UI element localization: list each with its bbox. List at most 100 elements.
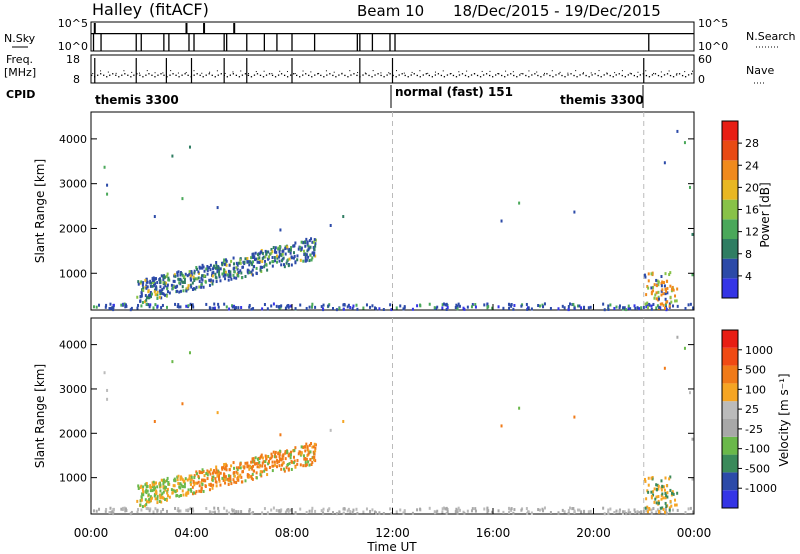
- velocity-cell: [139, 503, 142, 507]
- power-cell: [272, 260, 275, 264]
- freq-point: [618, 73, 620, 75]
- velocity-cell: [362, 510, 365, 514]
- nave-point: [505, 70, 507, 72]
- velocity-cell: [402, 511, 405, 515]
- velocity-cell: [284, 450, 287, 454]
- velocity-cell: [349, 510, 352, 514]
- power-cell: [278, 305, 281, 309]
- power-cell: [195, 285, 198, 289]
- velocity-cell: [674, 503, 677, 507]
- velocity-cell: [195, 470, 198, 474]
- power-cell: [309, 245, 312, 249]
- velocity-cell: [212, 510, 215, 514]
- power-cell: [226, 273, 229, 277]
- power-cell: [286, 258, 289, 262]
- velocity-cell: [283, 469, 286, 473]
- power-cell: [237, 306, 240, 310]
- velocity-cell: [456, 509, 459, 513]
- power-cell: [263, 265, 266, 269]
- velocity-cell: [145, 482, 148, 486]
- power-cell: [647, 279, 650, 283]
- power-cell: [233, 262, 236, 266]
- freq-point: [449, 73, 452, 75]
- velocity-cell: [510, 508, 513, 512]
- nave-point: [357, 72, 359, 74]
- power-cell: [456, 305, 459, 309]
- power-cell: [248, 271, 251, 275]
- velocity-cell: [149, 507, 152, 511]
- power-cell: [248, 305, 251, 309]
- power-cell: [258, 260, 261, 264]
- nave-point: [637, 71, 639, 73]
- velocity-cell: [186, 478, 189, 482]
- power-cell: [143, 300, 146, 304]
- velocity-cell: [278, 464, 281, 468]
- power-cell: [187, 284, 190, 288]
- velocity-cell: [202, 489, 205, 493]
- freq-point: [401, 73, 403, 75]
- power-cell: [261, 307, 264, 311]
- velocity-cell: [542, 509, 545, 513]
- power-cell: [164, 284, 167, 288]
- velocity-cell: [240, 510, 243, 514]
- velocity-cell: [287, 509, 290, 513]
- velocity-cell: [203, 478, 206, 482]
- power-cell: [691, 232, 694, 236]
- velocity-cell: [618, 508, 621, 512]
- power-cell: [527, 306, 530, 310]
- velocity-cell: [441, 510, 444, 514]
- power-cell: [674, 299, 677, 303]
- power-cell: [156, 281, 159, 285]
- nave-point: [629, 72, 631, 74]
- power-cell: [276, 254, 279, 258]
- power-cell: [233, 270, 236, 274]
- power-cell: [603, 308, 606, 312]
- velocity-cell: [502, 510, 505, 514]
- power-cell: [246, 257, 249, 261]
- velocity-cell: [305, 442, 308, 446]
- velocity-cell: [149, 498, 152, 502]
- velocity-cell: [251, 457, 254, 461]
- power-cell: [351, 306, 354, 310]
- power-cell: [272, 246, 275, 250]
- power-cell: [166, 287, 169, 291]
- velocity-cell: [219, 483, 222, 487]
- velocity-cell: [313, 455, 316, 459]
- freq-point: [383, 76, 385, 78]
- power-colorbar-swatch: [722, 180, 738, 200]
- freq-point: [567, 74, 569, 76]
- power-cell: [314, 238, 317, 242]
- velocity-cell: [206, 473, 209, 477]
- power-cell: [625, 308, 628, 312]
- nave-point: [512, 71, 514, 73]
- power-cell: [466, 305, 469, 309]
- freq-point: [350, 74, 352, 76]
- power-cell: [151, 277, 154, 281]
- velocity-colorbar-label: Velocity [m s⁻¹]: [777, 373, 791, 466]
- power-cell: [293, 254, 296, 258]
- power-cell: [665, 300, 668, 304]
- freq-point: [431, 76, 433, 78]
- velocity-cell: [226, 477, 229, 481]
- power-cell: [342, 307, 345, 311]
- power-cell: [140, 280, 143, 284]
- power-cell: [213, 306, 216, 310]
- power-cell: [223, 271, 226, 275]
- power-cell: [292, 256, 295, 260]
- velocity-cell: [573, 415, 576, 419]
- power-cell: [140, 294, 143, 298]
- power-cell: [676, 129, 679, 133]
- power-cell: [200, 282, 203, 286]
- power-cell: [296, 258, 299, 262]
- velocity-cell: [433, 510, 436, 514]
- power-cell: [569, 302, 572, 306]
- velocity-cell: [657, 499, 660, 503]
- velocity-cell: [251, 472, 254, 476]
- power-cell: [669, 284, 672, 288]
- velocity-colorbar-swatch: [722, 330, 738, 348]
- nave-point: [302, 70, 304, 72]
- nave-point: [411, 71, 413, 73]
- freq-point: [347, 76, 349, 78]
- velocity-cell: [487, 509, 490, 513]
- power-cell: [661, 302, 664, 306]
